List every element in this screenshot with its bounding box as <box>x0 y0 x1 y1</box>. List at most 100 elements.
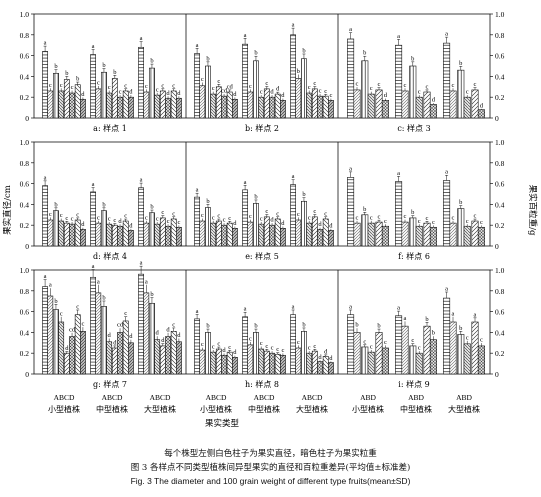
category-letters: ABCD <box>54 393 75 402</box>
diameter-bar <box>90 276 96 375</box>
category-letters: ABD <box>360 393 376 402</box>
diameter-significance-letter: a <box>349 303 352 310</box>
weight-bar <box>69 336 75 375</box>
weight-bar <box>317 95 323 119</box>
y-tick-label-left: 0 <box>25 370 29 379</box>
weight-significance-letter: c <box>60 310 63 317</box>
diameter-significance-letter: b <box>206 55 209 62</box>
y-tick-label-left: 0.2 <box>20 93 30 102</box>
weight-significance-letter: a <box>49 282 52 289</box>
weight-bar <box>95 222 102 247</box>
weight-bar <box>247 344 254 375</box>
diameter-significance-letter: b <box>54 298 57 305</box>
weight-bar <box>128 230 134 247</box>
weight-bar <box>210 351 217 375</box>
category-letters: ABCD <box>150 393 171 402</box>
category-letters: ABCD <box>206 393 227 402</box>
diameter-significance-letter: b <box>425 316 428 323</box>
diameter-significance-letter: b <box>102 294 105 301</box>
diameter-bar <box>159 217 166 247</box>
y-tick-label-left: 0.6 <box>20 180 30 189</box>
category-letters: ABCD <box>254 393 275 402</box>
plant-size-group-label: 大型植株 <box>296 404 328 414</box>
diameter-significance-letter: c <box>76 303 79 310</box>
weight-significance-letter: c <box>404 213 407 220</box>
diameter-significance-letter: b <box>377 323 380 330</box>
weight-bar <box>429 339 437 375</box>
weight-bar <box>367 222 375 247</box>
diameter-bar <box>42 286 48 375</box>
y-tick-label-right: 0 <box>495 370 499 379</box>
diameter-bar <box>122 320 129 375</box>
diameter-bar <box>194 318 200 375</box>
weight-significance-letter: c <box>432 219 435 226</box>
weight-bar <box>117 225 123 247</box>
diameter-significance-letter: a <box>397 170 400 177</box>
diameter-bar <box>457 208 465 247</box>
weight-bar <box>199 349 206 375</box>
weight-bar <box>106 223 113 247</box>
weight-bar <box>69 92 75 119</box>
diameter-significance-letter: b <box>206 198 209 205</box>
weight-significance-letter: d <box>129 222 133 229</box>
diameter-bar <box>159 90 166 119</box>
weight-bar <box>328 362 334 375</box>
diameter-bar <box>101 306 107 375</box>
weight-bar <box>463 96 471 119</box>
weight-bar <box>295 219 302 247</box>
weight-significance-letter: d <box>81 91 85 98</box>
diameter-significance-letter: a <box>196 308 199 315</box>
weight-significance-letter: d <box>233 91 237 98</box>
weight-significance-letter: c <box>480 219 483 226</box>
weight-significance-letter: d <box>108 332 112 339</box>
y-tick-label-left: 0.2 <box>20 349 30 358</box>
plant-size-group-label: 中型植株 <box>400 404 432 414</box>
diameter-significance-letter: c <box>113 217 116 224</box>
weight-bar <box>154 339 161 375</box>
weight-significance-letter: d <box>270 89 274 96</box>
diameter-bar <box>170 218 177 247</box>
diameter-bar <box>215 220 222 247</box>
plant-size-group-label: 小型植株 <box>48 404 80 414</box>
weight-significance-letter: c <box>480 337 483 344</box>
y-tick-label-left: 0 <box>25 242 29 251</box>
y-tick-label-right: 0.2 <box>495 221 505 230</box>
weight-bar <box>47 295 54 375</box>
diameter-significance-letter: b <box>113 69 116 76</box>
caption-english: Fig. 3 The diameter and 100 grain weight… <box>130 476 411 486</box>
diameter-bar <box>409 217 417 247</box>
weight-significance-letter: d <box>129 89 133 96</box>
weight-bar <box>247 91 254 119</box>
y-tick-label-left: 0.4 <box>20 72 30 81</box>
weight-bar <box>199 220 206 247</box>
weight-significance-letter: c <box>60 82 63 89</box>
diameter-significance-letter: b <box>302 321 305 328</box>
diameter-bar <box>347 38 355 119</box>
diameter-bar <box>347 314 355 375</box>
weight-bar <box>176 97 182 119</box>
y-tick-label-right: 0.6 <box>495 180 505 189</box>
diameter-significance-letter: a <box>244 179 247 186</box>
diameter-significance-letter: c <box>265 343 268 350</box>
diameter-significance-letter: a <box>92 263 95 270</box>
weight-significance-letter: c <box>308 345 311 352</box>
panel-title: e: 样点 5 <box>245 251 279 261</box>
weight-significance-letter: c <box>71 215 74 222</box>
weight-significance-letter: c <box>418 345 421 352</box>
weight-significance-letter: c <box>201 212 204 219</box>
diameter-bar <box>42 185 48 247</box>
diameter-significance-letter: b <box>76 76 79 83</box>
diameter-significance-letter: c <box>313 343 316 350</box>
diameter-bar <box>194 196 200 247</box>
panel-title: h: 样点 8 <box>245 379 279 389</box>
category-letters: ABD <box>456 393 472 402</box>
weight-significance-letter: c <box>97 79 100 86</box>
weight-significance-letter: c <box>404 82 407 89</box>
diameter-bar <box>90 54 96 119</box>
weight-bar <box>128 96 134 119</box>
diameter-bar <box>361 60 369 119</box>
diameter-bar <box>274 353 281 375</box>
diameter-significance-letter: c <box>265 208 268 215</box>
diameter-bar <box>443 297 451 375</box>
weight-significance-letter: c <box>370 85 373 92</box>
